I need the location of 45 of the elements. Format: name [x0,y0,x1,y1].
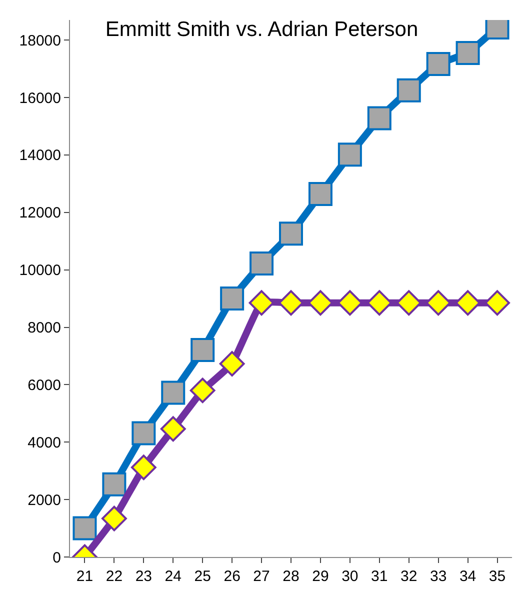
point [426,52,450,76]
point [130,454,156,480]
y-tick-label: 8000 [28,320,61,337]
point [456,41,480,66]
x-tick-label: 31 [371,568,388,585]
y-tick-label: 18000 [19,32,61,50]
y-tick-label: 2000 [28,492,61,509]
x-tick-label: 24 [164,568,182,585]
x-tick-label: 23 [135,568,152,585]
y-tick-label: 0 [52,549,61,566]
x-tick-label: 34 [459,568,476,585]
point [220,286,244,311]
point [160,416,186,442]
point [367,106,392,130]
point [338,142,362,167]
x-tick-label: 27 [253,568,270,585]
point [308,182,332,206]
point [102,506,127,532]
point [190,338,215,362]
point [279,222,303,246]
y-tick-label: 16000 [19,90,61,107]
x-tick-label: 29 [312,568,329,585]
x-tick-label: 25 [194,568,211,585]
x-tick-label: 28 [282,568,300,585]
y-tick-label: 14000 [19,147,61,164]
point [132,421,156,446]
y-tick-label: 4000 [28,434,61,452]
point [102,472,126,496]
y-tick-label: 10000 [19,262,61,280]
point [396,78,421,102]
point [72,516,97,540]
y-tick-label: 12000 [19,204,61,222]
x-tick-label: 35 [488,568,506,585]
x-tick-label: 33 [430,568,447,585]
point [250,252,274,276]
point [190,378,216,404]
x-tick-label: 30 [342,568,358,585]
x-tick-label: 32 [400,568,418,585]
x-tick-label: 26 [224,568,240,585]
point [161,380,186,405]
y-tick-label: 6000 [28,376,61,394]
x-tick-label: 21 [76,568,94,585]
chart-title: Emmitt Smith vs. Adrian Peterson [105,18,418,41]
x-tick-label: 22 [106,568,123,585]
point [219,351,245,376]
